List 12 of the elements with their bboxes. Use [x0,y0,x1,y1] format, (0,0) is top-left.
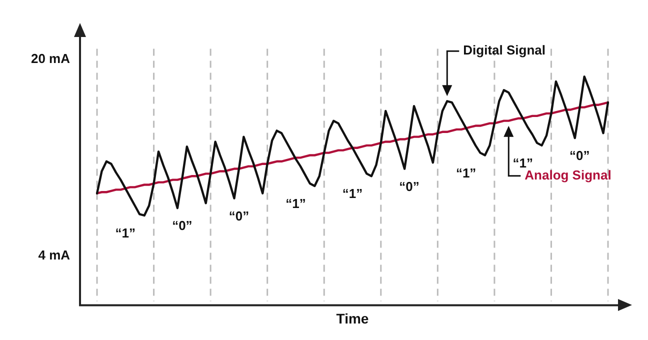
y-tick-label: 4 mA [38,248,71,263]
annotation: “0” [569,148,590,164]
x-axis-title: Time [336,310,369,326]
annotation: “1” [342,186,363,202]
annotation: “0” [399,178,420,194]
annotation: “1” [456,165,476,180]
annotation: “1” [115,226,136,241]
series-label: Digital Signal [463,42,546,58]
annotation: “0” [228,208,250,224]
y-tick-label: 20 mA [30,50,71,66]
annotation: “0” [172,218,192,234]
annotation: “1” [286,196,306,212]
